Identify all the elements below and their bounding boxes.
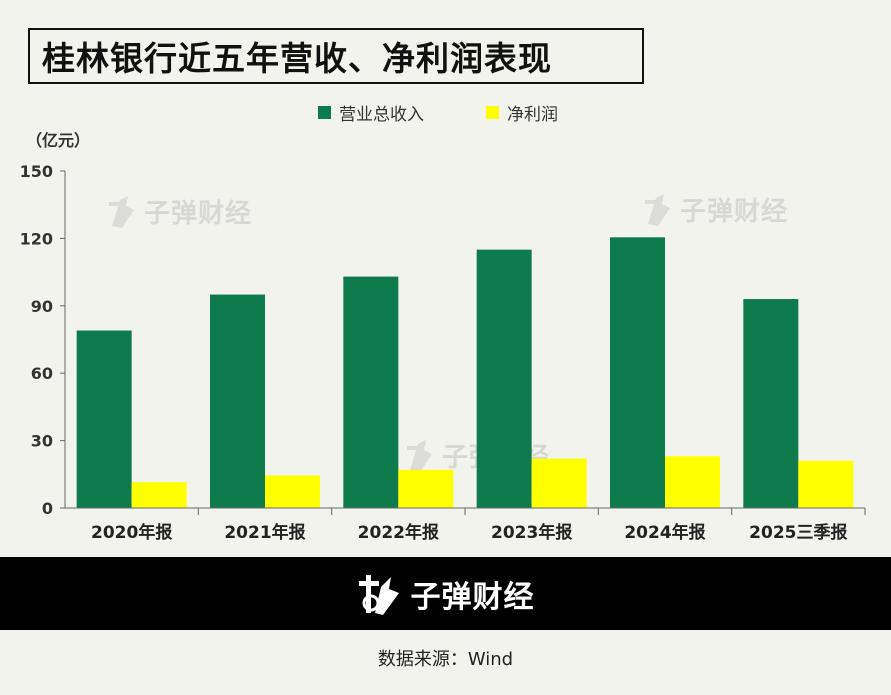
legend-swatch-net-profit (486, 106, 499, 119)
watermark-text: 子弹财经 (144, 198, 253, 229)
bar-revenue (210, 294, 265, 508)
bar-revenue (476, 249, 532, 508)
x-tick-label: 2022年报 (358, 522, 439, 543)
x-tick-label: 2020年报 (91, 522, 172, 543)
bar-net-profit (798, 460, 854, 508)
bullet-logo-icon (109, 196, 134, 228)
bullet-logo-icon (645, 194, 670, 226)
title-box: 桂林银行近五年营收、净利润表现 (28, 28, 644, 84)
legend-item-revenue: 营业总收入 (318, 100, 424, 125)
bar-net-profit (398, 469, 454, 508)
y-tick-label: 90 (31, 297, 53, 316)
x-tick-label: 2021年报 (224, 522, 305, 543)
bar-revenue (76, 330, 132, 508)
bar-net-profit (265, 475, 320, 508)
legend-label-revenue: 营业总收入 (339, 105, 424, 125)
watermark-text: 子弹财经 (680, 196, 789, 227)
bar-net-profit (665, 456, 720, 508)
bullet-logo-icon (358, 574, 399, 615)
bar-revenue (743, 299, 799, 508)
footer-band: 子弹财经 (0, 557, 891, 630)
bar-net-profit (131, 482, 187, 508)
x-tick-label: 2025三季报 (749, 522, 847, 543)
legend-label-net-profit: 净利润 (507, 105, 558, 125)
x-tick-label: 2024年报 (624, 522, 705, 543)
bar-net-profit (531, 458, 587, 508)
bar-revenue (610, 237, 665, 508)
bullet-logo-icon (407, 440, 432, 472)
footer-brand: 子弹财经 (410, 579, 535, 615)
y-tick-label: 30 (31, 432, 53, 451)
y-tick-label: 120 (20, 229, 53, 248)
y-tick-label: 0 (42, 499, 53, 518)
y-tick-label: 150 (20, 162, 53, 181)
legend-item-net-profit: 净利润 (486, 100, 558, 125)
legend-swatch-revenue (318, 106, 331, 119)
chart-title: 桂林银行近五年营收、净利润表现 (42, 39, 552, 78)
y-axis-unit: （亿元） (26, 131, 91, 150)
bar-revenue (343, 276, 399, 508)
x-tick-label: 2023年报 (491, 522, 572, 543)
watermark-logo: 子弹财经 (642, 190, 788, 228)
watermark-logo: 子弹财经 (106, 192, 252, 230)
legend: 营业总收入 净利润 (318, 100, 620, 125)
source-note: 数据来源：Wind (377, 649, 514, 670)
bar-chart: 0 30 60 90 120 150 2020年报 2021年报 2022年报 2023年报 202… (20, 162, 866, 543)
y-tick-label: 60 (31, 364, 53, 383)
